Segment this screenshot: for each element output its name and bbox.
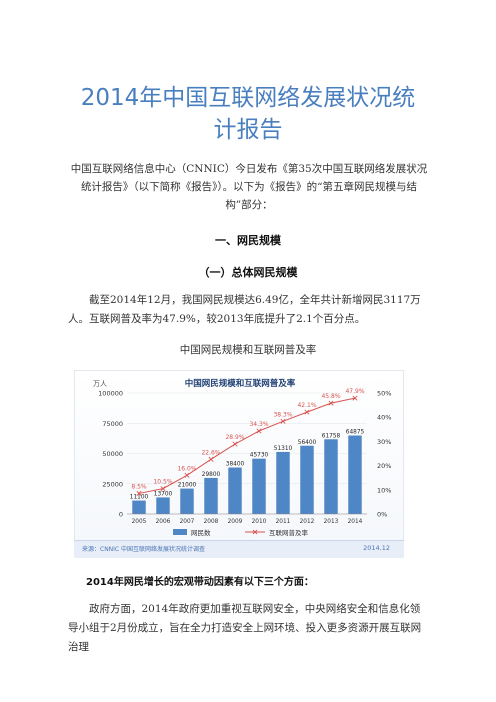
- bar-label: 56400: [298, 440, 317, 446]
- rate-label: 8.5%: [131, 483, 147, 490]
- bar-2007: [180, 488, 194, 514]
- y-right-tick: 0%: [377, 511, 387, 519]
- chart-title: 中国网民规模和互联网普及率: [185, 378, 296, 389]
- y-left-tick: 100000: [98, 390, 123, 398]
- intro-paragraph: 中国互联网络信息中心（CNNIC）今日发布《第35次中国互联网络发展状况统计报告…: [70, 163, 428, 211]
- body-paragraph-2: 政府方面，2014年政府更加重视互联网安全，中央网络安全和信息化领导小组于2月份…: [68, 603, 422, 653]
- y-unit-label: 万人: [93, 380, 107, 388]
- y-left-tick: 75000: [102, 420, 123, 428]
- x-tick-label: 2009: [228, 519, 243, 525]
- rate-point: [208, 456, 214, 462]
- bar-label: 45730: [250, 453, 269, 459]
- bar-label: 64875: [346, 430, 365, 436]
- x-tick-label: 2010: [252, 519, 267, 525]
- rate-label: 10.5%: [153, 479, 172, 486]
- chart-source: 来源：CNNIC 中国互联网络发展状况统计调查: [82, 546, 206, 553]
- rate-label: 16.0%: [177, 465, 196, 472]
- bar-2012: [300, 445, 314, 514]
- y-left-tick: 25000: [102, 480, 123, 488]
- bar-label: 51310: [274, 446, 293, 452]
- x-tick-label: 2005: [132, 519, 147, 525]
- x-tick-label: 2014: [348, 519, 363, 525]
- bar-label: 38400: [226, 462, 245, 468]
- chart-footer: 来源：CNNIC 中国互联网络发展状况统计调查 2014.12: [74, 540, 404, 558]
- bar-2013: [324, 439, 338, 514]
- page-title: 2014年中国互联网络发展状况统 计报告: [80, 85, 416, 143]
- netizen-chart: 中国网民规模和互联网普及率 万人 0 25000 50000 75000 100000 0% 1…: [93, 378, 391, 537]
- rate-line: [138, 397, 356, 494]
- x-tick-label: 2012: [300, 519, 315, 525]
- rate-point: [304, 409, 310, 415]
- x-tick-label: 2011: [276, 519, 291, 525]
- y-right-tick: 40%: [377, 414, 391, 422]
- legend-line-label: 互联网普及率: [269, 528, 309, 537]
- bar-label: 13700: [154, 491, 173, 497]
- rate-point: [184, 472, 190, 478]
- legend-bar-label: 网民数: [191, 528, 211, 537]
- chart-date: 2014.12: [363, 544, 390, 552]
- rate-point: [328, 400, 334, 406]
- section-heading: 一、网民规模: [215, 234, 281, 247]
- chart-caption: 中国网民规模和互联网普及率: [179, 344, 317, 356]
- x-tick-label: 2013: [324, 519, 339, 525]
- rate-point: [256, 428, 262, 434]
- y-right-tick: 20%: [377, 462, 391, 470]
- body-paragraph-1: 截至2014年12月，我国网民规模达6.49亿，全年共计新增网民3117万人。互…: [68, 294, 421, 325]
- y-left-tick: 50000: [102, 450, 123, 458]
- bar-2011: [276, 451, 290, 514]
- bold-heading: 2014年网民增长的宏观带动因素有以下三个方面：: [86, 577, 314, 588]
- rate-label: 28.9%: [225, 434, 244, 441]
- bar-label: 11100: [130, 495, 149, 501]
- rate-label: 42.1%: [297, 402, 316, 409]
- y-right-tick: 10%: [377, 486, 391, 494]
- rate-label: 22.6%: [201, 449, 220, 456]
- rate-point: [232, 441, 238, 447]
- bar-2006: [156, 497, 170, 514]
- legend-bar-swatch: [173, 529, 187, 535]
- rate-point: [352, 395, 358, 401]
- rate-point: [280, 418, 286, 424]
- legend-line-marker: [252, 529, 258, 535]
- bar-label: 21000: [178, 483, 197, 489]
- x-tick-label: 2007: [180, 519, 195, 525]
- rate-label: 34.3%: [249, 421, 268, 428]
- rate-label: 45.8%: [321, 393, 340, 400]
- y-right-tick: 50%: [377, 390, 391, 398]
- bar-2010: [252, 458, 266, 514]
- bar-2005: [132, 500, 146, 514]
- bar-label: 61758: [322, 433, 341, 439]
- chart-container: 中国网民规模和互联网普及率 万人 0 25000 50000 75000 100000 0% 1…: [74, 370, 404, 558]
- bar-2014: [348, 435, 362, 514]
- bar-label: 29800: [202, 472, 221, 478]
- bar-2008: [204, 477, 218, 514]
- y-left-tick: 0: [119, 511, 123, 519]
- rate-label: 47.9%: [345, 388, 364, 395]
- rate-point: [136, 490, 142, 496]
- subsection-heading: （一）总体网民规模: [198, 266, 298, 279]
- rate-label: 38.3%: [273, 411, 292, 418]
- bar-2009: [228, 467, 242, 514]
- rate-point: [160, 486, 166, 492]
- y-right-tick: 30%: [377, 438, 391, 446]
- x-tick-label: 2006: [156, 519, 171, 525]
- x-tick-label: 2008: [204, 519, 219, 525]
